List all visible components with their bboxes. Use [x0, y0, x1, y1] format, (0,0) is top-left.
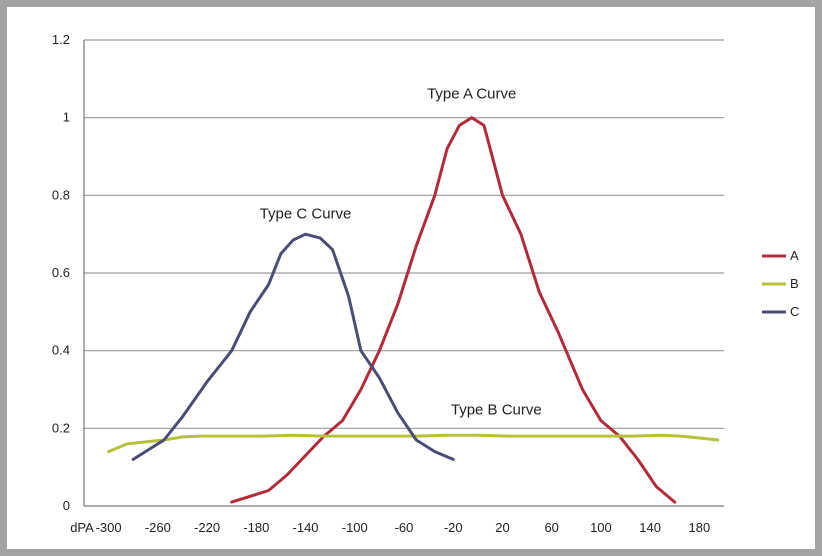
x-tick-label: -100 — [342, 520, 368, 535]
annotations: Type A Curve Type C Curve Type B Curve — [260, 85, 542, 418]
axes: 0 0.2 0.4 0.6 0.8 1 1.2 dPA -300 -260 -220 -180 -140… — [52, 32, 710, 535]
legend: ABC — [762, 248, 799, 319]
legend-label-a: A — [790, 248, 799, 263]
gridlines — [84, 39, 724, 507]
y-tick-label: 0.6 — [52, 265, 70, 280]
x-tick-label: -140 — [293, 520, 319, 535]
x-tick-label: -300 — [96, 520, 122, 535]
series-line-a — [230, 116, 677, 504]
x-tick-label: -60 — [395, 520, 414, 535]
legend-label-c: C — [790, 304, 799, 319]
x-tick-label: -260 — [145, 520, 171, 535]
series-line-c — [131, 232, 455, 461]
curve-annotation: Type C Curve — [260, 206, 352, 223]
legend-label-b: B — [790, 276, 799, 291]
curve-annotation: Type B Curve — [451, 402, 542, 419]
x-tick-label: 60 — [544, 520, 558, 535]
series-line-b — [107, 433, 720, 454]
x-tick-label: 180 — [689, 520, 711, 535]
x-axis-label: dPA — [70, 520, 94, 535]
x-tick-label: 100 — [590, 520, 612, 535]
y-tick-label: 0.8 — [52, 187, 70, 202]
y-tick-label: 1.2 — [52, 32, 70, 47]
x-tick-label: -20 — [444, 520, 463, 535]
x-tick-label: -220 — [194, 520, 220, 535]
x-tick-label: 140 — [639, 520, 661, 535]
y-tick-label: 1 — [63, 110, 70, 125]
curve-annotation: Type A Curve — [427, 85, 516, 102]
y-tick-label: 0.4 — [52, 343, 70, 358]
x-tick-label: 20 — [495, 520, 509, 535]
series — [107, 116, 720, 504]
y-tick-label: 0 — [63, 498, 70, 513]
y-tick-label: 0.2 — [52, 420, 70, 435]
x-tick-label: -180 — [243, 520, 269, 535]
